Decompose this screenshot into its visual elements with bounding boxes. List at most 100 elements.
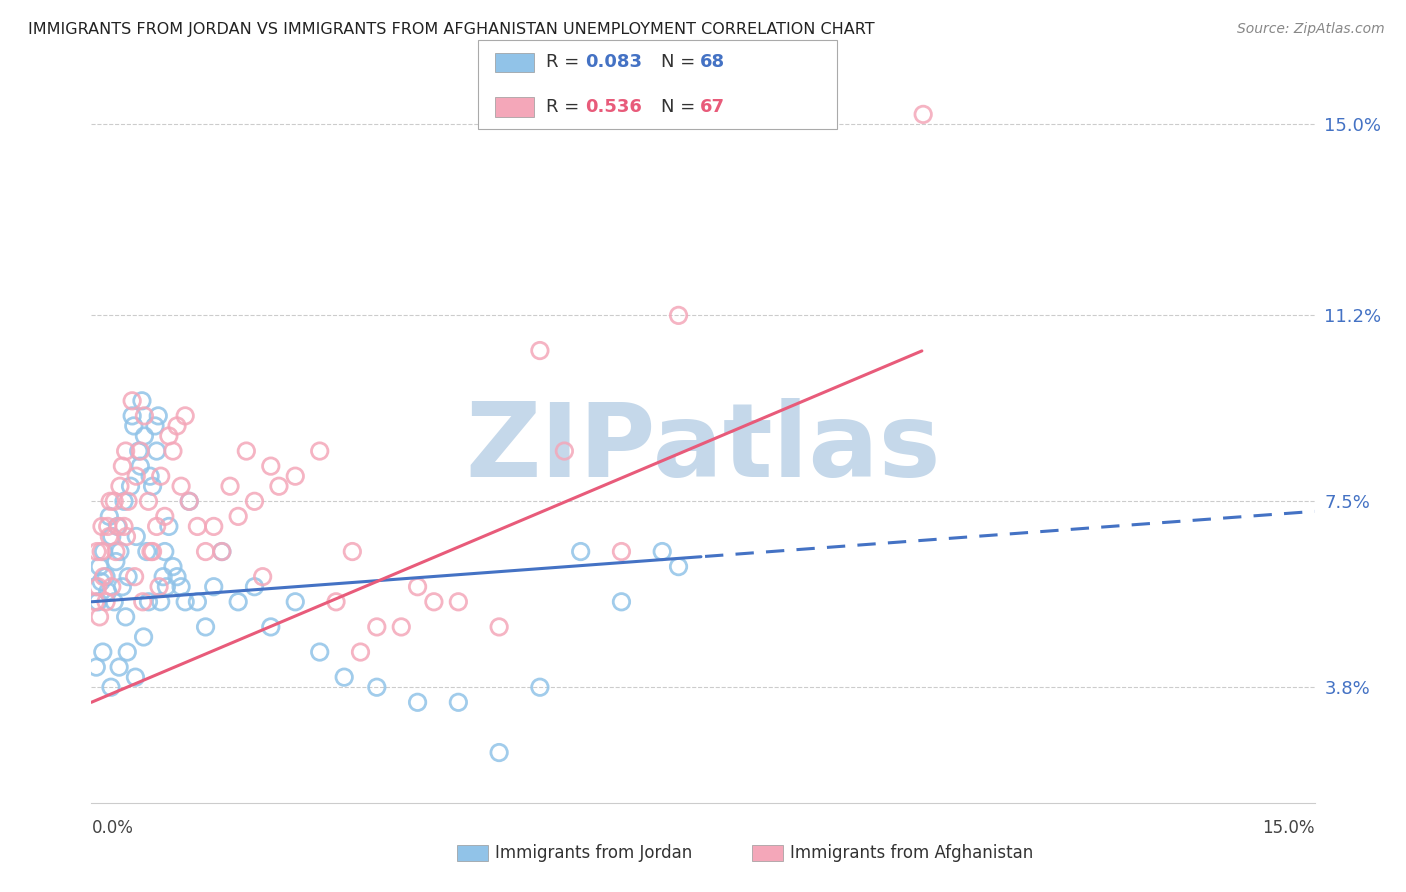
Point — [308, 444, 330, 458]
Point — [149, 595, 172, 609]
Text: IMMIGRANTS FROM JORDAN VS IMMIGRANTS FROM AFGHANISTAN UNEMPLOYMENT CORRELATION C: IMMIGRANTS FROM JORDAN VS IMMIGRANTS FRO… — [28, 22, 875, 37]
Point — [139, 469, 162, 483]
Text: Source: ZipAtlas.com: Source: ZipAtlas.com — [1237, 22, 1385, 37]
Point — [260, 620, 283, 634]
Point — [101, 529, 124, 543]
Text: ZIPatlas: ZIPatlas — [465, 398, 941, 499]
Point — [124, 570, 146, 584]
Point — [145, 519, 167, 533]
Point — [366, 680, 388, 694]
Point — [139, 544, 162, 558]
Point — [104, 555, 127, 569]
Point — [389, 620, 412, 634]
Point — [98, 509, 121, 524]
Point — [114, 444, 136, 458]
Point — [122, 419, 145, 434]
Point — [117, 494, 139, 508]
Point — [668, 309, 690, 323]
Point — [91, 519, 114, 533]
Point — [125, 529, 148, 543]
Point — [84, 580, 107, 594]
Point — [610, 595, 633, 609]
Point — [120, 479, 142, 493]
Point — [93, 544, 115, 558]
Point — [121, 393, 143, 408]
Point — [97, 519, 120, 533]
Text: N =: N = — [661, 98, 700, 116]
Point — [134, 409, 156, 423]
Point — [553, 444, 575, 458]
Point — [131, 393, 153, 408]
Text: 15.0%: 15.0% — [1263, 819, 1315, 837]
Point — [90, 574, 112, 589]
Point — [152, 570, 174, 584]
Point — [529, 680, 551, 694]
Point — [138, 494, 160, 508]
Point — [112, 519, 135, 533]
Point — [141, 544, 163, 558]
Point — [153, 544, 176, 558]
Point — [132, 595, 155, 609]
Point — [103, 494, 125, 508]
Point — [349, 645, 371, 659]
Point — [129, 459, 152, 474]
Point — [447, 595, 470, 609]
Point — [202, 519, 225, 533]
Point — [143, 419, 166, 434]
Point — [155, 580, 177, 594]
Point — [157, 429, 180, 443]
Point — [124, 670, 146, 684]
Point — [138, 595, 160, 609]
Point — [219, 479, 242, 493]
Point — [115, 529, 138, 543]
Point — [128, 444, 150, 458]
Point — [162, 559, 184, 574]
Point — [179, 494, 201, 508]
Point — [89, 559, 111, 574]
Point — [87, 580, 110, 594]
Point — [423, 595, 446, 609]
Point — [174, 409, 197, 423]
Point — [308, 645, 330, 659]
Point — [333, 670, 356, 684]
Point — [107, 519, 129, 533]
Point — [112, 494, 135, 508]
Point — [98, 529, 121, 543]
Point — [211, 544, 233, 558]
Point — [111, 580, 134, 594]
Point — [226, 595, 249, 609]
Point — [342, 544, 364, 558]
Point — [488, 746, 510, 760]
Point — [114, 610, 136, 624]
Point — [488, 620, 510, 634]
Point — [406, 580, 429, 594]
Point — [94, 570, 117, 584]
Point — [194, 620, 217, 634]
Text: 0.536: 0.536 — [585, 98, 641, 116]
Text: 0.0%: 0.0% — [91, 819, 134, 837]
Point — [284, 595, 307, 609]
Point — [132, 630, 155, 644]
Point — [912, 107, 935, 121]
Point — [117, 645, 139, 659]
Point — [141, 479, 163, 493]
Point — [148, 409, 170, 423]
Point — [107, 519, 129, 533]
Point — [243, 580, 266, 594]
Point — [108, 544, 131, 558]
Point — [84, 660, 107, 674]
Point — [100, 680, 122, 694]
Point — [162, 444, 184, 458]
Point — [145, 444, 167, 458]
Point — [108, 479, 131, 493]
Point — [135, 544, 157, 558]
Point — [260, 459, 283, 474]
Point — [366, 620, 388, 634]
Point — [98, 494, 121, 508]
Point — [90, 544, 112, 558]
Point — [170, 580, 193, 594]
Point — [202, 580, 225, 594]
Point — [226, 509, 249, 524]
Point — [134, 429, 156, 443]
Point — [186, 519, 208, 533]
